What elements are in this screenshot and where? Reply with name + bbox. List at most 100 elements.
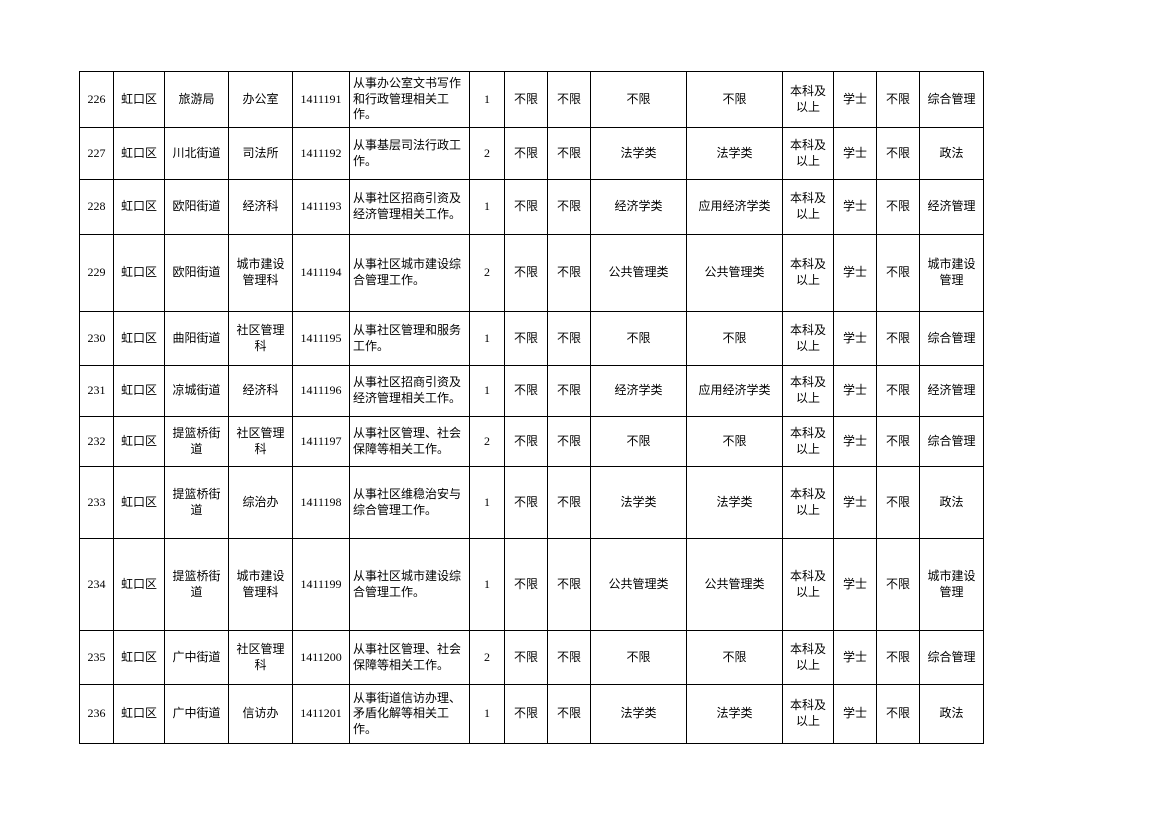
cell-code: 1411192 <box>293 128 350 180</box>
cell-c13: 学士 <box>834 631 877 685</box>
cell-c12: 本科及以上 <box>783 366 834 417</box>
cell-c10: 不限 <box>591 631 687 685</box>
cell-area: 虹口区 <box>114 366 165 417</box>
cell-code: 1411196 <box>293 366 350 417</box>
cell-c11: 应用经济学类 <box>687 366 783 417</box>
cell-dept: 旅游局 <box>165 72 229 128</box>
cell-c15: 综合管理 <box>920 631 984 685</box>
cell-num: 1 <box>470 539 505 631</box>
cell-desc: 从事社区招商引资及经济管理相关工作。 <box>350 180 470 235</box>
cell-c10: 经济学类 <box>591 366 687 417</box>
cell-c15: 经济管理 <box>920 366 984 417</box>
cell-dept: 广中街道 <box>165 685 229 744</box>
cell-c14: 不限 <box>877 128 920 180</box>
cell-c13: 学士 <box>834 366 877 417</box>
cell-c9: 不限 <box>548 631 591 685</box>
cell-c13: 学士 <box>834 539 877 631</box>
cell-c11: 法学类 <box>687 467 783 539</box>
cell-office: 社区管理科 <box>229 312 293 366</box>
cell-dept: 提篮桥街道 <box>165 539 229 631</box>
cell-idx: 228 <box>80 180 114 235</box>
cell-c13: 学士 <box>834 128 877 180</box>
cell-office: 社区管理科 <box>229 417 293 467</box>
cell-c8: 不限 <box>505 366 548 417</box>
cell-num: 1 <box>470 467 505 539</box>
cell-c10: 不限 <box>591 417 687 467</box>
cell-c10: 不限 <box>591 312 687 366</box>
cell-desc: 从事社区管理、社会保障等相关工作。 <box>350 417 470 467</box>
cell-idx: 227 <box>80 128 114 180</box>
cell-num: 1 <box>470 72 505 128</box>
cell-c9: 不限 <box>548 417 591 467</box>
cell-c12: 本科及以上 <box>783 539 834 631</box>
cell-c15: 综合管理 <box>920 417 984 467</box>
cell-desc: 从事社区城市建设综合管理工作。 <box>350 539 470 631</box>
cell-c12: 本科及以上 <box>783 235 834 312</box>
cell-c9: 不限 <box>548 467 591 539</box>
cell-c9: 不限 <box>548 539 591 631</box>
cell-dept: 提篮桥街道 <box>165 417 229 467</box>
cell-idx: 233 <box>80 467 114 539</box>
cell-c14: 不限 <box>877 312 920 366</box>
cell-c12: 本科及以上 <box>783 685 834 744</box>
cell-code: 1411201 <box>293 685 350 744</box>
cell-c8: 不限 <box>505 72 548 128</box>
cell-area: 虹口区 <box>114 685 165 744</box>
table-body: 226虹口区旅游局办公室1411191从事办公室文书写作和行政管理相关工作。1不… <box>80 72 984 744</box>
cell-c13: 学士 <box>834 180 877 235</box>
page: 226虹口区旅游局办公室1411191从事办公室文书写作和行政管理相关工作。1不… <box>0 0 1170 827</box>
cell-c10: 法学类 <box>591 685 687 744</box>
cell-c15: 政法 <box>920 128 984 180</box>
cell-c15: 政法 <box>920 685 984 744</box>
cell-desc: 从事社区管理、社会保障等相关工作。 <box>350 631 470 685</box>
cell-c10: 法学类 <box>591 128 687 180</box>
cell-c15: 政法 <box>920 467 984 539</box>
cell-c13: 学士 <box>834 235 877 312</box>
table-row: 235虹口区广中街道社区管理科1411200从事社区管理、社会保障等相关工作。2… <box>80 631 984 685</box>
cell-c14: 不限 <box>877 235 920 312</box>
cell-dept: 曲阳街道 <box>165 312 229 366</box>
cell-area: 虹口区 <box>114 631 165 685</box>
cell-office: 办公室 <box>229 72 293 128</box>
cell-c9: 不限 <box>548 685 591 744</box>
cell-office: 综治办 <box>229 467 293 539</box>
cell-c11: 公共管理类 <box>687 235 783 312</box>
cell-c8: 不限 <box>505 180 548 235</box>
cell-c15: 城市建设管理 <box>920 235 984 312</box>
cell-num: 1 <box>470 366 505 417</box>
cell-office: 信访办 <box>229 685 293 744</box>
cell-num: 2 <box>470 128 505 180</box>
cell-office: 社区管理科 <box>229 631 293 685</box>
cell-c11: 法学类 <box>687 685 783 744</box>
table-row: 234虹口区提篮桥街道城市建设管理科1411199从事社区城市建设综合管理工作。… <box>80 539 984 631</box>
cell-num: 2 <box>470 235 505 312</box>
cell-idx: 231 <box>80 366 114 417</box>
cell-idx: 234 <box>80 539 114 631</box>
cell-area: 虹口区 <box>114 467 165 539</box>
cell-c12: 本科及以上 <box>783 631 834 685</box>
table-row: 236虹口区广中街道信访办1411201从事街道信访办理、矛盾化解等相关工作。1… <box>80 685 984 744</box>
cell-idx: 236 <box>80 685 114 744</box>
cell-c14: 不限 <box>877 180 920 235</box>
cell-c11: 不限 <box>687 312 783 366</box>
cell-c11: 不限 <box>687 631 783 685</box>
cell-c13: 学士 <box>834 72 877 128</box>
cell-desc: 从事社区招商引资及经济管理相关工作。 <box>350 366 470 417</box>
cell-c13: 学士 <box>834 467 877 539</box>
cell-code: 1411200 <box>293 631 350 685</box>
cell-c11: 不限 <box>687 417 783 467</box>
cell-c14: 不限 <box>877 72 920 128</box>
cell-c8: 不限 <box>505 417 548 467</box>
cell-num: 1 <box>470 180 505 235</box>
cell-code: 1411198 <box>293 467 350 539</box>
cell-code: 1411194 <box>293 235 350 312</box>
cell-c12: 本科及以上 <box>783 128 834 180</box>
cell-c14: 不限 <box>877 685 920 744</box>
cell-dept: 广中街道 <box>165 631 229 685</box>
cell-c12: 本科及以上 <box>783 72 834 128</box>
cell-c11: 不限 <box>687 72 783 128</box>
cell-office: 经济科 <box>229 366 293 417</box>
cell-c14: 不限 <box>877 631 920 685</box>
cell-code: 1411199 <box>293 539 350 631</box>
cell-c8: 不限 <box>505 685 548 744</box>
